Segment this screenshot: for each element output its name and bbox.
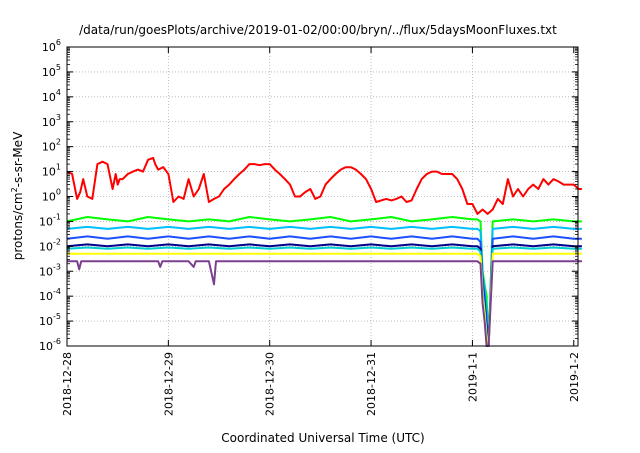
y-tick-base: 10 (39, 315, 53, 328)
y-tick-exponent: 1 (56, 163, 61, 172)
axis-ticks (66, 46, 578, 347)
series-line-5 (66, 243, 582, 347)
y-axis-label-main: protons/cm (11, 192, 25, 260)
y-tick-label: 106 (42, 38, 61, 54)
y-axis-label-sup: 2 (10, 187, 19, 192)
x-tick-labels: 2018-12-28 2018-12-29 2018-12-30 2018-12-31… (61, 352, 581, 416)
y-tick-exponent: 0 (56, 188, 61, 197)
y-tick-label: 10-5 (39, 312, 61, 328)
y-tick-exponent: 5 (56, 63, 61, 72)
x-tick-label: 2019-1-1 (466, 352, 479, 402)
y-tick-base: 10 (42, 91, 56, 104)
y-tick-base: 10 (42, 66, 56, 79)
y-tick-base: 10 (39, 340, 53, 353)
y-tick-label: 103 (42, 113, 61, 129)
y-tick-base: 10 (39, 215, 53, 228)
grid-lines (67, 47, 578, 346)
y-tick-labels: 10-610-510-410-310-210-11001011021031041… (39, 38, 61, 353)
x-tick-label: 2019-1-2 (568, 352, 581, 402)
y-tick-base: 10 (39, 240, 53, 253)
y-axis-label: protons/cm2-s-sr-MeV (10, 131, 25, 260)
y-tick-exponent: -1 (53, 212, 61, 221)
y-tick-exponent: -4 (53, 287, 61, 296)
y-tick-exponent: -6 (53, 337, 61, 346)
y-tick-base: 10 (42, 41, 56, 54)
y-tick-label: 102 (42, 138, 61, 154)
y-tick-label: 10-6 (39, 337, 61, 353)
y-tick-exponent: 6 (56, 38, 61, 47)
y-tick-base: 10 (42, 166, 56, 179)
y-tick-base: 10 (39, 265, 53, 278)
y-tick-base: 10 (42, 141, 56, 154)
series-line-7 (67, 252, 582, 347)
y-tick-exponent: 2 (56, 138, 61, 147)
y-tick-label: 10-1 (39, 212, 61, 228)
y-tick-exponent: -5 (53, 312, 61, 321)
y-tick-label: 100 (42, 188, 61, 204)
y-tick-exponent: 3 (56, 113, 61, 122)
series-line-1 (66, 157, 582, 215)
y-tick-exponent: -3 (53, 262, 61, 271)
y-tick-exponent: 4 (56, 88, 61, 97)
x-tick-label: 2018-12-28 (61, 352, 74, 416)
y-tick-label: 104 (42, 88, 61, 104)
y-tick-label: 10-4 (39, 287, 61, 303)
x-tick-label: 2018-12-31 (365, 352, 378, 416)
y-tick-base: 10 (42, 191, 56, 204)
x-tick-label: 2018-12-29 (162, 352, 175, 416)
y-tick-label: 101 (42, 163, 61, 179)
y-tick-base: 10 (42, 116, 56, 129)
y-tick-label: 10-2 (39, 237, 61, 253)
x-tick-label: 2018-12-30 (264, 352, 277, 416)
data-series (66, 157, 582, 347)
series-line-8 (67, 260, 582, 347)
x-axis-label: Coordinated Universal Time (UTC) (221, 431, 424, 445)
y-tick-label: 105 (42, 63, 61, 79)
y-tick-base: 10 (39, 290, 53, 303)
y-tick-exponent: -2 (53, 237, 61, 246)
y-tick-label: 10-3 (39, 262, 61, 278)
chart-title: /data/run/goesPlots/archive/2019-01-02/0… (79, 23, 557, 37)
y-axis-label-tail: -s-sr-MeV (11, 131, 25, 187)
